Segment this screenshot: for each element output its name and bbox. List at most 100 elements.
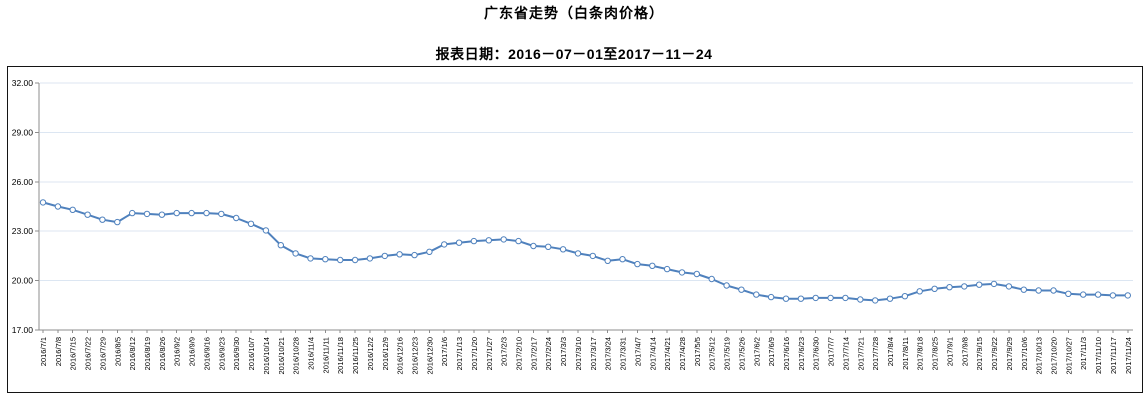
x-axis-label: 2016/12/23: [411, 337, 420, 375]
y-axis-label: 29.00: [12, 127, 34, 137]
x-axis-label: 2016/7/1: [39, 337, 48, 366]
x-axis-label: 2017/10/27: [1064, 337, 1073, 375]
x-axis-label: 2016/11/4: [306, 337, 315, 370]
x-axis-label: 2016/9/30: [232, 337, 241, 370]
data-point-marker: [69, 206, 76, 214]
data-point-marker: [143, 210, 151, 218]
data-point-marker: [247, 220, 255, 228]
x-axis-label: 2017/8/4: [886, 337, 895, 366]
x-axis-label: 2017/6/2: [752, 337, 761, 366]
data-point-marker: [396, 251, 403, 258]
x-axis-label: 2016/7/22: [84, 337, 93, 370]
data-point-marker: [515, 237, 522, 245]
x-axis-label: 2016/11/18: [336, 337, 345, 374]
data-point-marker: [1094, 291, 1102, 298]
data-point-marker: [470, 237, 478, 245]
data-point-marker: [574, 250, 582, 257]
data-point-marker: [455, 239, 463, 246]
data-point-marker: [767, 293, 775, 301]
x-axis-label: 2017/3/31: [619, 337, 628, 370]
x-axis-label: 2017/7/21: [856, 337, 865, 370]
data-point-marker: [901, 293, 909, 300]
data-point-marker: [753, 291, 760, 298]
x-axis-label: 2017/7/14: [841, 337, 850, 370]
x-axis-label: 2017/6/9: [767, 337, 776, 366]
x-axis-label: 2016/9/2: [173, 337, 182, 366]
x-axis-label: 2017/10/13: [1035, 337, 1044, 375]
data-point-marker: [39, 199, 47, 206]
x-axis-label: 2017/4/28: [678, 337, 687, 370]
x-axis-label: 2017/5/26: [737, 337, 746, 370]
page-title: 广东省走势（白条肉价格）: [484, 5, 664, 21]
y-axis-label: 17.00: [12, 325, 34, 335]
x-axis-label: 2017/5/5: [693, 337, 702, 366]
x-axis-label: 2017/9/29: [1005, 337, 1014, 370]
x-axis-label: 2017/11/24: [1124, 337, 1133, 374]
data-point-marker: [931, 285, 938, 293]
x-axis-label: 2016/12/16: [396, 337, 405, 375]
data-point-marker: [1020, 286, 1027, 293]
x-axis-label: 2017/9/1: [945, 337, 954, 366]
data-point-marker: [976, 281, 983, 288]
x-axis-label: 2017/8/25: [931, 337, 940, 370]
data-point-marker: [916, 288, 923, 295]
data-point-marker: [1124, 292, 1132, 299]
data-point-marker: [678, 269, 686, 276]
data-point-marker: [114, 218, 121, 226]
data-point-marker: [351, 256, 359, 264]
data-point-marker: [158, 211, 166, 218]
x-axis-label: 2017/2/10: [515, 337, 524, 370]
x-axis-label: 2017/8/18: [916, 337, 925, 370]
x-axis-label: 2017/6/30: [812, 337, 821, 370]
data-point-marker: [886, 295, 894, 302]
data-point-marker: [188, 209, 195, 217]
x-axis-label: 2017/6/23: [797, 337, 806, 370]
x-axis-label: 2017/11/3: [1079, 337, 1088, 370]
data-point-marker: [54, 203, 62, 210]
x-axis-label: 2017/10/20: [1049, 337, 1058, 375]
x-axis-label: 2017/11/17: [1109, 337, 1118, 374]
data-point-marker: [842, 294, 849, 302]
data-point-marker: [857, 296, 864, 303]
data-point-marker: [1080, 291, 1087, 298]
data-point-marker: [872, 297, 879, 304]
x-axis-label: 2016/12/30: [425, 337, 434, 375]
x-axis-label: 2017/9/22: [990, 337, 999, 370]
x-axis-label: 2017/3/17: [589, 337, 598, 370]
data-point-marker: [708, 275, 715, 283]
data-point-marker: [738, 286, 745, 293]
data-point-marker: [84, 211, 91, 218]
data-point-marker: [500, 236, 507, 243]
x-axis-label: 2016/9/16: [202, 337, 211, 370]
data-point-marker: [990, 280, 998, 288]
data-point-marker: [961, 283, 968, 290]
x-axis-label: 2017/11/10: [1094, 337, 1103, 374]
data-point-marker: [812, 294, 819, 302]
x-axis-label: 2017/9/15: [975, 337, 984, 370]
x-axis-label: 2017/5/12: [708, 337, 717, 370]
x-axis-label: 2016/10/21: [277, 337, 286, 375]
data-point-marker: [441, 241, 448, 248]
data-point-marker: [1050, 287, 1057, 294]
x-axis-label: 2016/9/23: [217, 337, 226, 370]
data-point-marker: [619, 256, 626, 263]
data-point-marker: [649, 262, 656, 270]
data-point-marker: [337, 256, 344, 264]
data-point-marker: [946, 284, 953, 291]
x-axis-label: 2017/9/8: [960, 337, 969, 366]
data-point-marker: [411, 251, 418, 259]
data-point-marker: [782, 295, 790, 302]
x-axis-label: 2017/5/19: [723, 337, 732, 370]
data-point-marker: [322, 256, 329, 263]
x-axis-label: 2017/4/14: [648, 337, 657, 370]
x-axis-label: 2016/11/11: [321, 337, 330, 373]
data-point-marker: [663, 265, 671, 273]
x-axis-label: 2017/7/7: [827, 337, 836, 366]
x-axis-label: 2016/8/5: [113, 337, 122, 366]
x-axis-label: 2017/3/3: [559, 337, 568, 366]
x-axis-label: 2017/3/10: [574, 337, 583, 370]
data-point-marker: [218, 210, 225, 218]
data-point-marker: [307, 255, 314, 262]
data-point-marker: [604, 257, 611, 265]
data-point-marker: [292, 250, 299, 257]
